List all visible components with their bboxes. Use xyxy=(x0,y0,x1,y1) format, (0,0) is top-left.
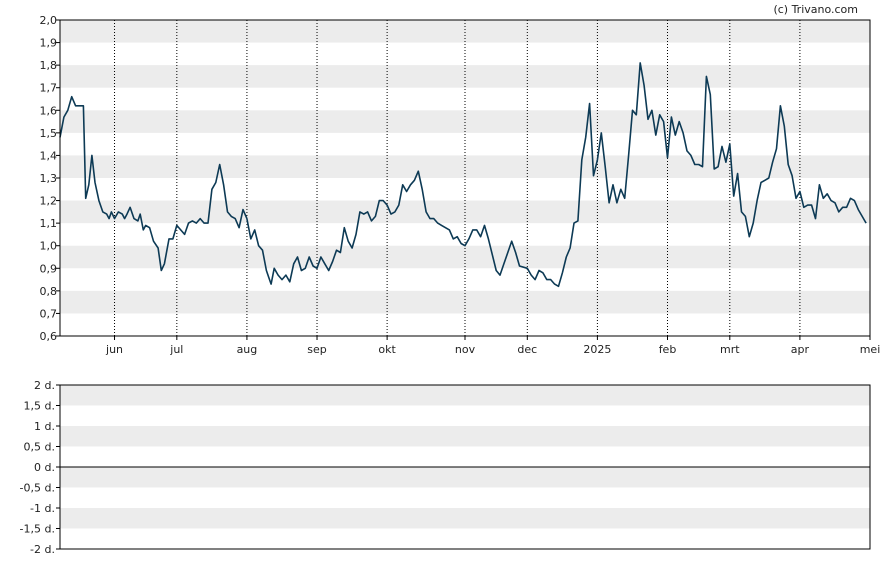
lower-y-tick-label: -1,5 d. xyxy=(20,523,55,536)
lower-chart-y-ticks: -2 d. -1,5 d. -1 d. -0,5 d. 0 d. 0,5 d. 1 d. 1,… xyxy=(20,379,60,556)
main-y-tick-label: 1,0 xyxy=(40,240,58,253)
lower-y-tick-label: -2 d. xyxy=(30,543,55,556)
lower-y-tick-label: 1,5 d. xyxy=(24,400,55,413)
main-x-tick-label: aug xyxy=(237,343,258,356)
lower-band xyxy=(60,467,870,488)
main-y-tick-label: 1,7 xyxy=(40,82,58,95)
main-x-tick-label: 2025 xyxy=(583,343,611,356)
main-x-tick-label: dec xyxy=(517,343,537,356)
lower-band xyxy=(60,426,870,447)
lower-y-tick-label: -0,5 d. xyxy=(20,482,55,495)
copyright-text: (c) Trivano.com xyxy=(773,3,858,16)
main-x-tick-label: okt xyxy=(378,343,396,356)
lower-y-tick-label: 2 d. xyxy=(34,379,55,392)
lower-chart-frame xyxy=(59,384,871,550)
lower-y-tick-label: 1 d. xyxy=(34,420,55,433)
main-band xyxy=(60,110,870,133)
main-band xyxy=(60,65,870,88)
main-y-tick-label: 1,3 xyxy=(40,172,58,185)
lower-band xyxy=(60,508,870,529)
main-y-tick-label: 0,8 xyxy=(40,285,58,298)
main-y-tick-label: 0,7 xyxy=(40,307,58,320)
main-y-tick-label: 1,2 xyxy=(40,195,58,208)
price-series-line xyxy=(59,62,867,288)
main-x-tick-label: feb xyxy=(659,343,677,356)
lower-band xyxy=(60,385,870,406)
main-y-tick-label: 1,1 xyxy=(40,217,58,230)
main-y-tick-label: 1,5 xyxy=(40,127,58,140)
lower-y-tick-label: 0 d. xyxy=(34,461,55,474)
main-y-tick-label: 2,0 xyxy=(40,14,58,27)
main-x-tick-label: jul xyxy=(169,343,183,356)
lower-y-tick-label: -1 d. xyxy=(30,502,55,515)
main-y-tick-label: 1,8 xyxy=(40,59,58,72)
main-x-tick-label: sep xyxy=(307,343,326,356)
main-band xyxy=(60,20,870,43)
main-x-tick-label: jun xyxy=(105,343,123,356)
main-x-tick-label: apr xyxy=(791,343,810,356)
main-chart-y-ticks: 0,6 0,7 0,8 0,9 1,0 1,1 1,2 1,3 1,4 1,5 1,6 1,7 1,8 1… xyxy=(40,14,60,343)
main-y-tick-label: 1,9 xyxy=(40,37,58,50)
lower-chart-bands xyxy=(60,385,870,529)
main-x-tick-label: mei xyxy=(860,343,881,356)
main-y-tick-label: 1,6 xyxy=(40,104,58,117)
main-x-tick-label: nov xyxy=(455,343,476,356)
main-y-tick-label: 0,6 xyxy=(40,330,58,343)
main-y-tick-label: 0,9 xyxy=(40,262,58,275)
main-chart-frame xyxy=(59,19,871,337)
main-x-tick-label: mrt xyxy=(720,343,740,356)
lower-y-tick-label: 0,5 d. xyxy=(24,441,55,454)
main-y-tick-label: 1,4 xyxy=(40,149,58,162)
main-chart-x-ticks: jun jul aug sep okt nov dec 2025 feb mrt apr mei xyxy=(105,336,880,356)
